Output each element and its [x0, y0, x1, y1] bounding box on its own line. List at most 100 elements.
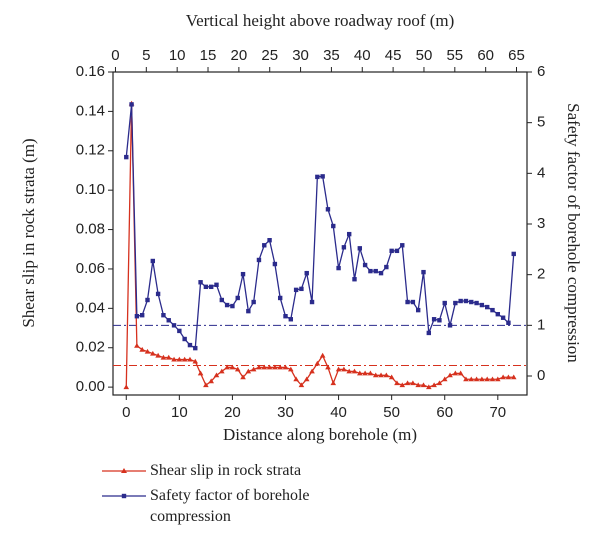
point [224, 364, 230, 370]
point [288, 317, 294, 322]
point [510, 374, 517, 380]
point [240, 271, 246, 277]
point [203, 382, 209, 388]
point [452, 370, 459, 376]
point [367, 370, 374, 376]
point [500, 374, 506, 380]
point [299, 286, 304, 292]
point [181, 356, 188, 362]
point [352, 277, 357, 282]
point [325, 207, 331, 212]
point [182, 336, 187, 342]
point [123, 384, 130, 390]
point [282, 364, 289, 370]
xticks-label: 10 [171, 404, 188, 421]
point [256, 257, 262, 263]
yticks-label: 0.12 [76, 142, 105, 159]
point [389, 248, 394, 254]
series-line [125, 103, 514, 388]
point [341, 245, 347, 250]
point [208, 378, 214, 384]
point [378, 270, 384, 276]
point [436, 380, 443, 386]
x2ticks-label: 55 [446, 47, 463, 64]
point [166, 318, 171, 323]
xticks-label: 60 [436, 404, 453, 421]
point [490, 307, 495, 313]
point [197, 370, 204, 376]
point [134, 314, 140, 319]
point [150, 258, 156, 264]
point [139, 346, 145, 352]
point [405, 299, 410, 305]
point [245, 368, 252, 374]
x2ticks-label: 0 [111, 47, 119, 64]
point [171, 356, 177, 362]
x2ticks-label: 5 [142, 47, 150, 64]
point [246, 308, 251, 314]
point [283, 314, 288, 319]
point [298, 382, 305, 388]
point [404, 380, 411, 386]
point [495, 311, 501, 317]
point [511, 251, 516, 257]
series-line [125, 104, 515, 350]
xticks-label: 30 [277, 404, 294, 421]
point [431, 382, 437, 388]
legend-key [102, 468, 146, 473]
x2ticks-label: 15 [200, 47, 217, 64]
point [219, 368, 225, 374]
xticks-label: 70 [489, 404, 506, 421]
point [341, 366, 347, 372]
point [431, 317, 437, 322]
point [484, 376, 490, 382]
point [421, 269, 426, 275]
point [453, 300, 458, 306]
point [144, 348, 151, 354]
yticks-label: 0.08 [76, 221, 105, 238]
y2ticks-label: 1 [537, 316, 545, 333]
point [399, 382, 406, 388]
point [373, 268, 378, 274]
point [187, 342, 193, 348]
x2ticks-label: 10 [169, 47, 186, 64]
point [176, 356, 183, 362]
point [250, 366, 257, 372]
point [272, 364, 278, 370]
point [489, 376, 496, 382]
point [495, 376, 501, 382]
point [309, 299, 315, 305]
point [426, 384, 432, 390]
point [251, 299, 256, 305]
x2ticks-label: 65 [508, 47, 525, 64]
point [469, 299, 474, 305]
point [124, 154, 129, 160]
point [293, 287, 299, 293]
point [213, 372, 220, 378]
point [420, 382, 427, 388]
point [171, 323, 177, 328]
point [426, 330, 432, 336]
point [410, 299, 416, 305]
point [314, 360, 321, 366]
point [388, 374, 395, 380]
point [320, 174, 325, 179]
plot-frame [112, 71, 528, 396]
point [351, 368, 358, 374]
point [145, 297, 150, 303]
point [415, 382, 421, 388]
point [463, 376, 469, 382]
point [362, 262, 368, 268]
point [304, 270, 309, 276]
yticks-label: 0.00 [76, 378, 105, 395]
point [309, 368, 315, 374]
point [303, 376, 310, 382]
legend: Shear slip in rock strata Safety factor o… [100, 460, 420, 531]
point [193, 345, 198, 351]
point [315, 174, 320, 180]
yticks-label: 0.02 [76, 339, 105, 356]
legend-marker [121, 468, 127, 473]
point [383, 372, 390, 378]
y2ticks-label: 6 [537, 63, 545, 80]
point [447, 372, 453, 378]
